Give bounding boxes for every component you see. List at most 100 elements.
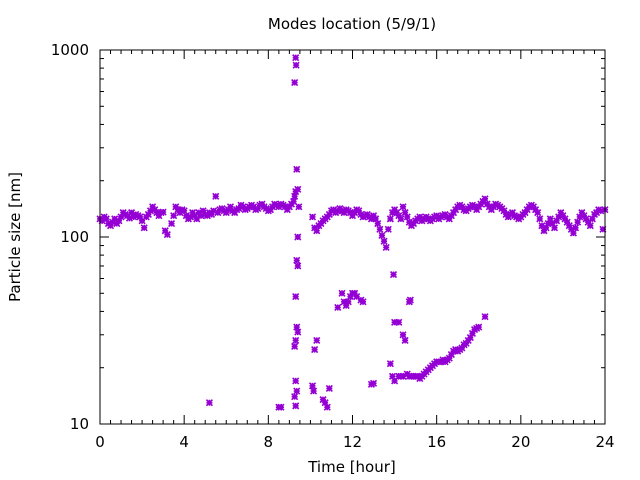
chart-title: Modes location (5/9/1) (268, 15, 436, 33)
data-point (468, 329, 477, 338)
data-point (571, 224, 580, 232)
data-point (193, 215, 201, 223)
data-point (313, 336, 321, 344)
data-point (382, 243, 390, 251)
data-point (144, 210, 152, 219)
data-point (308, 213, 317, 221)
data-point (254, 204, 262, 213)
data-point (372, 215, 380, 223)
data-point (102, 215, 110, 223)
data-point (308, 382, 317, 390)
data-point (136, 213, 144, 221)
data-point (565, 222, 573, 230)
y-tick-label: 100 (60, 228, 89, 246)
data-point (292, 54, 300, 62)
data-point (481, 313, 489, 321)
data-point (553, 217, 561, 225)
data-point (342, 301, 350, 310)
data-point (401, 336, 409, 344)
data-point (406, 296, 414, 304)
data-point (544, 219, 552, 228)
data-point (235, 204, 243, 213)
data-point (98, 217, 106, 225)
data-point (536, 215, 544, 223)
data-point (563, 218, 571, 226)
x-tick-label: 12 (343, 433, 362, 451)
data-point (146, 207, 155, 215)
data-point (293, 256, 301, 264)
data-point (351, 289, 359, 297)
data-point (567, 225, 575, 233)
x-axis-ticks: 0 4 8 12 16 20 24 (95, 50, 615, 451)
data-point (401, 209, 409, 217)
data-point (293, 323, 301, 331)
data-point (391, 318, 399, 326)
data-point (140, 224, 148, 232)
data-point (576, 213, 584, 221)
data-point (569, 229, 578, 237)
data-point (292, 377, 300, 385)
data-point (117, 213, 125, 221)
data-point (353, 293, 361, 301)
data-point (445, 354, 453, 362)
data-point (599, 225, 607, 233)
data-point (125, 214, 134, 222)
data-points (96, 54, 609, 411)
plot-frame (99, 49, 606, 425)
data-point (391, 377, 399, 385)
data-point (548, 219, 556, 228)
data-point (311, 346, 319, 354)
data-point (588, 215, 596, 223)
data-point (388, 372, 397, 380)
data-point (466, 333, 474, 342)
data-point (186, 213, 195, 221)
data-point (170, 212, 178, 220)
data-point (399, 372, 407, 380)
data-point (159, 208, 167, 216)
data-point (597, 207, 605, 215)
data-point (111, 215, 119, 223)
data-point (106, 222, 115, 230)
data-point (205, 399, 213, 407)
x-tick-label: 0 (95, 433, 105, 451)
data-point (294, 328, 302, 336)
x-tick-label: 8 (264, 433, 274, 451)
data-point (167, 219, 176, 228)
data-point (555, 213, 563, 221)
data-point (546, 215, 554, 223)
data-point (405, 218, 413, 226)
data-point (475, 323, 483, 331)
data-point (447, 351, 455, 359)
data-point (538, 222, 546, 230)
data-point (163, 231, 171, 239)
data-point (338, 289, 346, 297)
data-point (550, 224, 559, 232)
data-point (180, 207, 188, 215)
data-point (290, 197, 298, 205)
data-point (586, 222, 594, 230)
data-point (369, 379, 378, 387)
data-point (292, 402, 300, 410)
data-point (115, 217, 123, 225)
data-point (584, 218, 592, 226)
data-point (138, 217, 146, 225)
data-point (340, 298, 348, 306)
y-axis-label: Particle size [nm] (6, 172, 24, 302)
y-tick-label: 1000 (51, 41, 89, 59)
data-point (293, 165, 301, 173)
data-point (376, 225, 384, 233)
data-point (292, 61, 300, 69)
data-point (399, 331, 407, 339)
data-point (293, 387, 301, 395)
data-point (310, 387, 318, 395)
data-point (344, 298, 352, 306)
data-point (542, 224, 550, 232)
data-point (313, 227, 321, 235)
data-point (374, 219, 382, 228)
data-point (292, 293, 300, 301)
data-point (291, 393, 299, 401)
data-point (199, 207, 207, 215)
data-point (210, 207, 218, 215)
data-point (355, 207, 363, 215)
